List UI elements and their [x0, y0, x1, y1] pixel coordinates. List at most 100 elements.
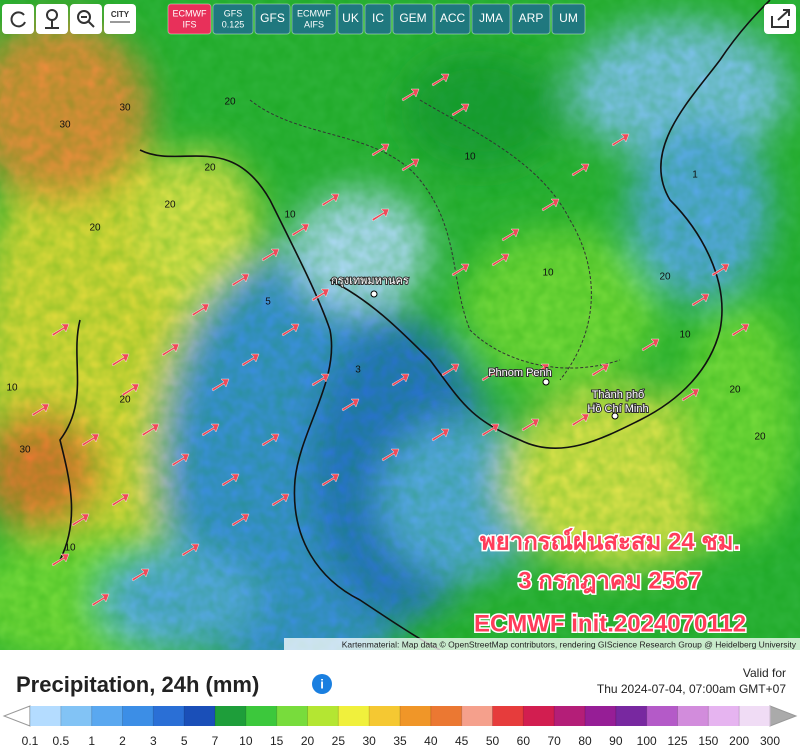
tick-label: 25 — [332, 734, 346, 748]
wind-arrow — [311, 288, 330, 302]
wind-arrow — [371, 143, 390, 157]
wind-arrow — [121, 383, 140, 397]
valid-time: Thu 2024-07-04, 07:00am GMT+07 — [597, 682, 786, 696]
wind-arrow — [541, 198, 560, 212]
tick-label: 2 — [119, 734, 126, 748]
color-swatch — [461, 706, 493, 726]
model-button[interactable] — [471, 3, 511, 35]
color-swatch — [153, 706, 185, 726]
model-button[interactable] — [434, 3, 471, 35]
contour-label: 20 — [224, 97, 236, 108]
tick-label: 35 — [393, 734, 407, 748]
tick-label: 30 — [362, 734, 376, 748]
tick-label: 90 — [609, 734, 623, 748]
color-swatch — [554, 706, 586, 726]
wind-arrow — [321, 473, 340, 487]
contour-label: 20 — [659, 272, 671, 283]
wind-arrow — [181, 543, 200, 557]
tick-label: 45 — [455, 734, 469, 748]
contour-label: 10 — [64, 543, 76, 554]
attribution: Kartenmaterial: Map data © OpenStreetMap… — [342, 639, 797, 649]
refresh-button[interactable] — [2, 4, 34, 34]
model-label: UM — [559, 11, 578, 25]
info-button[interactable] — [312, 674, 332, 694]
wind-arrow — [211, 378, 230, 392]
wind-arrow — [221, 473, 240, 487]
model-button[interactable] — [392, 3, 434, 35]
wind-arrow — [91, 593, 110, 607]
wind-arrow — [241, 353, 260, 367]
zoom-icon — [81, 16, 95, 28]
wind-arrow — [381, 448, 400, 462]
wind-arrow — [431, 73, 450, 87]
color-swatch — [307, 706, 339, 726]
color-swatch — [739, 706, 771, 726]
contour-label: 20 — [204, 163, 216, 174]
wind-arrow — [51, 553, 70, 567]
tick-label: 15 — [270, 734, 284, 748]
model-sub: IFS — [182, 19, 196, 29]
wind-arrow — [81, 433, 100, 447]
wind-arrow — [641, 338, 660, 352]
model-button[interactable] — [167, 3, 212, 35]
color-swatch — [615, 706, 648, 726]
wind-arrow — [731, 323, 750, 337]
map[interactable]: 30 30 20 20 20 20 10 10 10 10 20 20 20 30 10 5 3 1 20 10 กร… — [0, 0, 800, 690]
model-button[interactable] — [212, 3, 254, 35]
model-button[interactable] — [551, 3, 586, 35]
contour-label: 30 — [119, 103, 131, 114]
color-swatch — [215, 706, 247, 726]
tick-label: 125 — [667, 734, 687, 748]
contour-label: 5 — [265, 297, 271, 308]
model-label: ACC — [440, 11, 466, 25]
zoom-button[interactable] — [70, 4, 102, 34]
contour-label: 30 — [19, 445, 31, 456]
color-swatch — [91, 706, 123, 726]
tick-label: 300 — [760, 734, 780, 748]
model-label: GFS — [224, 8, 243, 18]
place-label: กรุงเทพมหานคร — [331, 275, 409, 287]
model-button[interactable] — [511, 3, 551, 35]
model-label: JMA — [479, 11, 503, 25]
city-label: CITY — [111, 10, 130, 19]
model-button[interactable] — [254, 3, 291, 35]
wind-arrow — [441, 363, 460, 377]
tick-label: 50 — [486, 734, 500, 748]
wind-arrow — [141, 423, 160, 437]
wind-arrow — [201, 423, 220, 437]
color-swatch — [184, 706, 216, 726]
tick-label: 200 — [729, 734, 749, 748]
attribution-bg — [284, 638, 800, 650]
color-swatch — [492, 706, 524, 726]
place-labels: กรุงเทพมหานคร Phnom Penh Thành phố Hồ Chí M… — [330, 274, 650, 420]
borders — [249, 99, 621, 381]
contour-label: 1 — [692, 170, 698, 181]
contour-label: 3 — [355, 365, 361, 376]
wind-arrow — [711, 263, 730, 277]
city-button[interactable] — [104, 4, 136, 34]
color-swatch — [276, 706, 308, 726]
city-dot — [611, 412, 619, 420]
model-button[interactable] — [364, 3, 392, 35]
color-swatch — [245, 706, 278, 726]
model-button[interactable] — [337, 3, 364, 35]
model-label: ECMWF — [173, 8, 207, 18]
wind-arrow — [31, 403, 50, 417]
color-swatch — [677, 706, 709, 726]
wind-arrow — [501, 228, 520, 242]
color-swatch — [338, 706, 370, 726]
tick-label: 10 — [239, 734, 253, 748]
color-swatch — [646, 706, 678, 726]
wind-arrow — [491, 253, 510, 267]
contour-label: 10 — [284, 210, 296, 221]
legend-title: Precipitation, 24h (mm) — [16, 672, 259, 697]
wind-arrow — [391, 373, 410, 387]
zoom-icon — [77, 10, 91, 24]
model-button[interactable] — [291, 3, 337, 35]
color-swatch — [369, 706, 401, 726]
contour-label: 10 — [464, 152, 476, 163]
wind-arrow — [691, 293, 710, 307]
wind-arrow — [281, 323, 300, 337]
tick-label: 40 — [424, 734, 438, 748]
